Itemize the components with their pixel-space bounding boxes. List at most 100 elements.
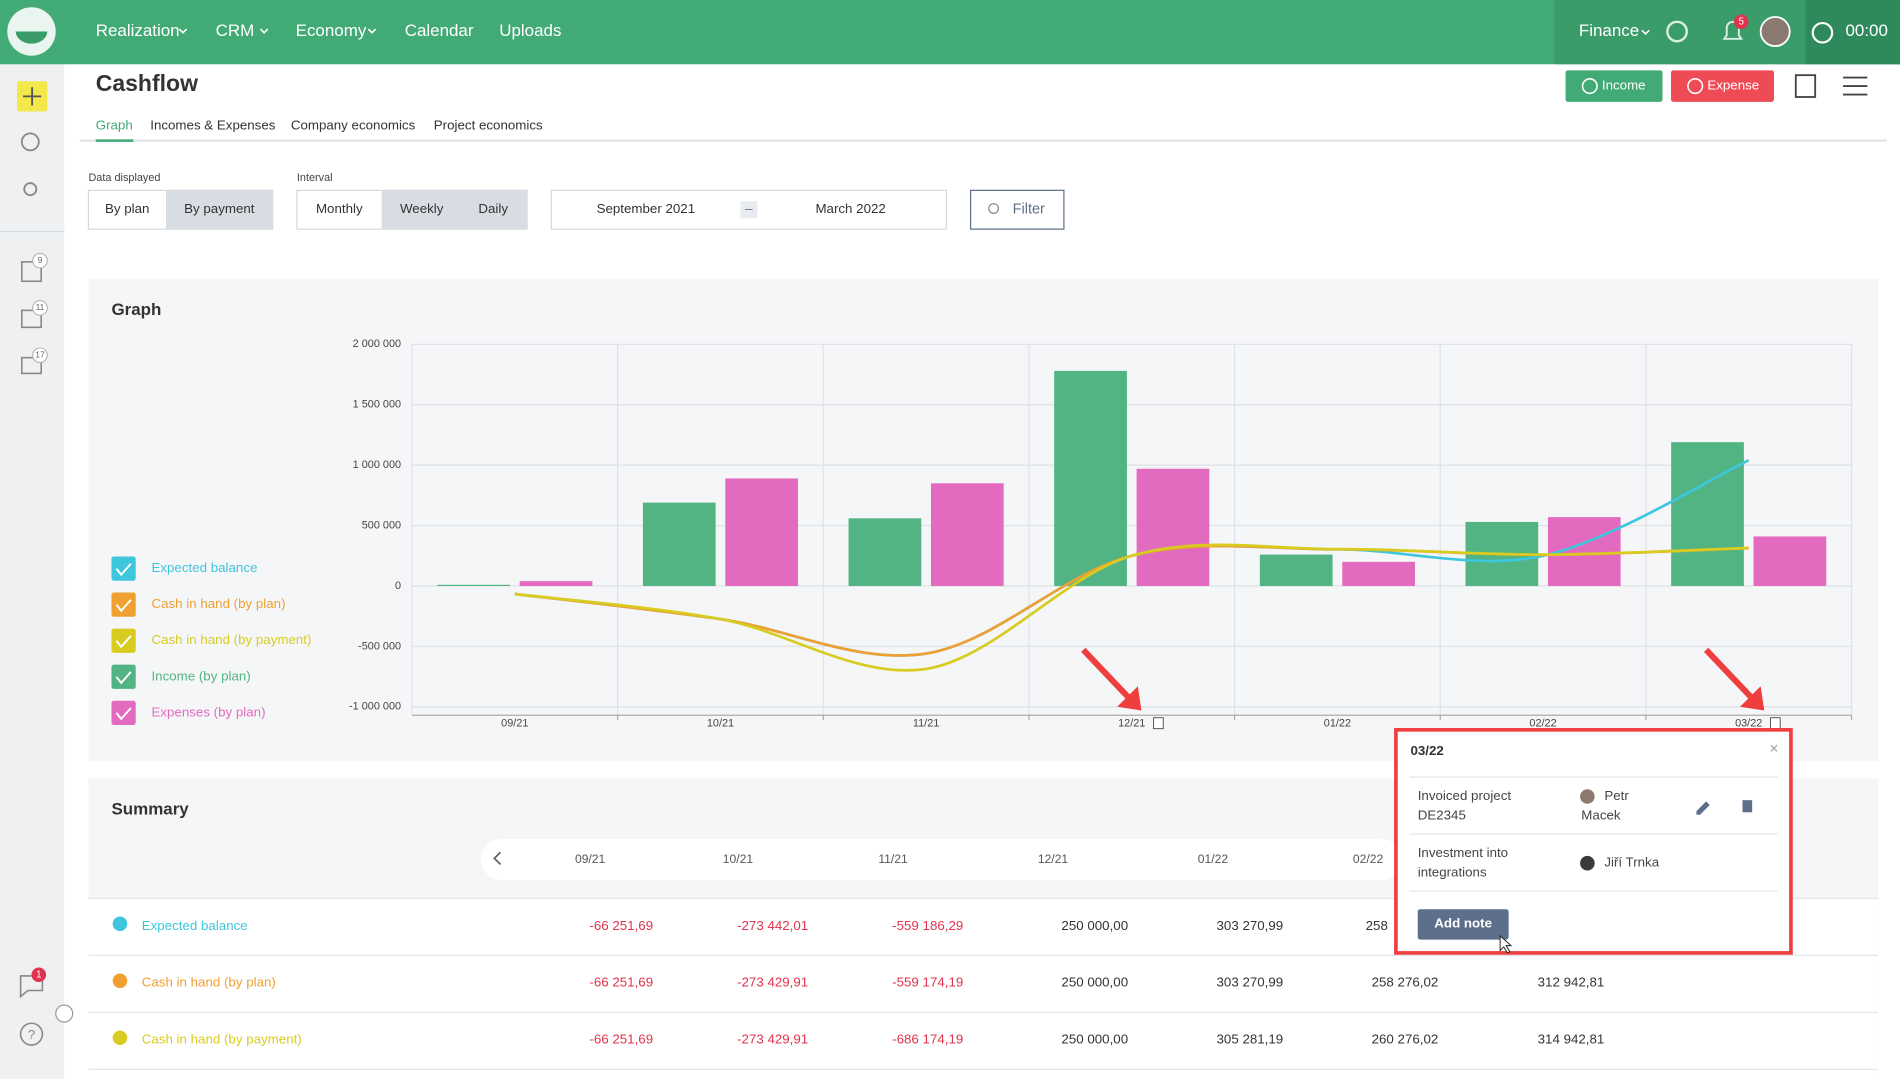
tasks-icon[interactable] — [21, 261, 42, 283]
cell-value: -66 251,69 — [589, 918, 653, 933]
cards-icon[interactable] — [21, 356, 42, 375]
note-text: integrations — [1418, 864, 1487, 879]
badge — [32, 347, 48, 363]
legend-checkbox[interactable] — [111, 700, 136, 725]
column-header: 11/21 — [878, 852, 908, 866]
collapse-toggle[interactable] — [55, 1004, 74, 1023]
note-icon[interactable] — [1153, 717, 1164, 730]
nav-item[interactable]: Calendar — [405, 21, 474, 40]
add-note-label[interactable]: Add note — [1434, 915, 1492, 930]
expense-button-label[interactable]: Expense — [1707, 78, 1759, 93]
help-glyph: ? — [28, 1027, 35, 1042]
row-label[interactable]: Cash in hand (by payment) — [142, 1032, 302, 1047]
forward-icon[interactable] — [21, 309, 42, 329]
settings-icon[interactable] — [1666, 20, 1688, 43]
avatar[interactable] — [1759, 16, 1791, 47]
x-tick-label: 02/22 — [1529, 718, 1556, 730]
selected-option — [166, 190, 273, 230]
note-text: Invoiced project — [1418, 788, 1512, 803]
avatar — [1580, 855, 1595, 871]
filter-button[interactable] — [969, 189, 1065, 230]
note-person: Petr — [1604, 788, 1629, 803]
legend-checkbox[interactable] — [111, 664, 136, 689]
income-button-label[interactable]: Income — [1602, 78, 1646, 93]
note-icon[interactable] — [1770, 717, 1781, 730]
annotation-arrow — [1703, 647, 1755, 701]
nav-item[interactable]: CRM — [216, 21, 255, 40]
search-icon[interactable] — [20, 132, 40, 152]
date-from[interactable]: September 2021 — [597, 201, 696, 216]
prev-arrow[interactable] — [493, 851, 502, 866]
nav-item[interactable]: Economy — [296, 21, 367, 40]
bar — [642, 502, 716, 586]
legend-label[interactable]: Expenses (by plan) — [151, 704, 265, 719]
help-icon[interactable] — [19, 1022, 44, 1046]
legend-checkbox[interactable] — [111, 628, 136, 653]
note-text: DE2345 — [1418, 807, 1466, 822]
y-tick-label: 1 000 000 — [353, 459, 401, 471]
toggle-option[interactable]: By plan — [105, 201, 149, 216]
row-label[interactable]: Expected balance — [142, 918, 248, 933]
legend-checkbox[interactable] — [111, 592, 136, 617]
filter-icon — [988, 203, 1000, 214]
cell-value: 312 942,81 — [1538, 975, 1605, 990]
settings-sliders[interactable] — [1843, 76, 1868, 96]
expense-icon — [1687, 78, 1704, 95]
cell-value: -686 174,19 — [892, 1032, 963, 1047]
chevron — [178, 28, 188, 34]
tab[interactable]: Graph — [96, 118, 133, 133]
tab[interactable]: Project economics — [434, 118, 543, 133]
filter-label[interactable]: Filter — [1013, 202, 1045, 218]
legend-checkbox[interactable] — [111, 556, 136, 581]
bar — [1671, 442, 1744, 586]
copy-icon[interactable] — [1794, 74, 1817, 98]
edit-icon[interactable] — [1696, 801, 1710, 815]
logo[interactable] — [7, 7, 56, 56]
column-header: 10/21 — [723, 852, 754, 866]
cell-value: 258 276,02 — [1372, 975, 1439, 990]
chevron — [367, 28, 377, 34]
legend-label[interactable]: Cash in hand (by payment) — [151, 632, 311, 647]
tab[interactable]: Incomes & Expenses — [150, 118, 276, 133]
legend-label[interactable]: Expected balance — [151, 560, 257, 575]
chevron — [1641, 29, 1650, 36]
annotation-arrowhead — [1117, 686, 1142, 711]
badge — [32, 252, 48, 269]
check — [115, 707, 132, 721]
summary-title: Summary — [111, 799, 189, 818]
toggle-option[interactable]: Monthly — [316, 201, 363, 216]
nav-item[interactable]: Uploads — [499, 21, 561, 40]
cell-value: 305 281,19 — [1217, 1032, 1284, 1047]
toggle-option[interactable]: Weekly — [400, 201, 444, 216]
bell-icon[interactable] — [1722, 20, 1744, 40]
chevron — [259, 28, 269, 34]
timer: 00:00 — [1845, 21, 1887, 40]
cell-value: 258 — [1366, 918, 1388, 933]
cell-value: -273 442,01 — [737, 918, 808, 933]
toggle-option[interactable]: Daily — [478, 201, 508, 216]
user-add-icon[interactable] — [23, 182, 38, 197]
row-label[interactable]: Cash in hand (by plan) — [142, 975, 276, 990]
check — [115, 671, 132, 685]
timer-icon[interactable] — [1811, 21, 1834, 44]
income-icon — [1581, 78, 1598, 95]
separator-bg — [740, 201, 758, 219]
toggle-option[interactable]: By payment — [184, 201, 255, 216]
x-tick-label: 09/21 — [501, 718, 528, 730]
y-tick-label: -500 000 — [358, 640, 401, 652]
popup-title: 03/22 — [1410, 743, 1443, 758]
badge — [32, 300, 48, 316]
delete-icon[interactable] — [1742, 800, 1753, 813]
page-title: Cashflow — [96, 70, 198, 96]
legend-label[interactable]: Cash in hand (by plan) — [151, 596, 285, 611]
date-to[interactable]: March 2022 — [815, 201, 885, 216]
legend-label[interactable]: Income (by plan) — [151, 668, 250, 683]
nav-item[interactable]: Realization — [96, 21, 180, 40]
add-note-button[interactable] — [1417, 909, 1509, 940]
close-icon[interactable]: × — [1769, 740, 1778, 757]
series-dot — [112, 1030, 128, 1046]
tab[interactable]: Company economics — [291, 118, 416, 133]
module-switch[interactable]: Finance — [1579, 21, 1639, 40]
timer-area — [1805, 0, 1900, 65]
